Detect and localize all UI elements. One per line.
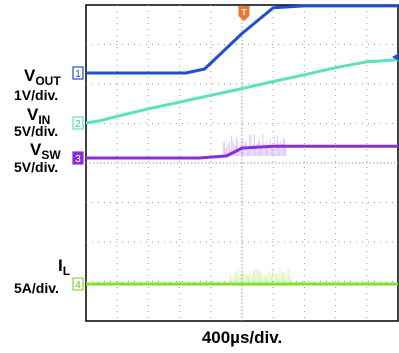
vout-scale: 1V/div. [14, 87, 58, 103]
grid [86, 5, 398, 321]
vin-scale: 5V/div. [14, 123, 58, 139]
trigger-marker: T [238, 6, 250, 21]
svg-text:3: 3 [75, 154, 81, 165]
vout-trace [86, 4, 398, 75]
vin-label: VIN [27, 105, 50, 127]
vsw-scale: 5V/div. [14, 159, 58, 175]
channel-marker-2: 2 [72, 116, 84, 130]
vsw-trace [86, 144, 398, 160]
switching-noise [222, 134, 293, 282]
il-scale: 5A/div. [14, 280, 59, 296]
svg-text:1: 1 [75, 69, 81, 80]
il-label: IL [58, 256, 70, 278]
channel-markers: 1 2 3 4 [72, 66, 84, 291]
channel-marker-1: 1 [72, 66, 84, 80]
traces [85, 4, 399, 286]
vin-trace [85, 58, 399, 125]
channel-marker-3: 3 [72, 151, 84, 165]
svg-text:2: 2 [75, 119, 81, 130]
channel-marker-4: 4 [72, 277, 84, 291]
arrow-left-icon [392, 53, 398, 61]
trigger-label: T [242, 8, 247, 17]
x-axis-label: 400µs/div. [202, 328, 282, 347]
vout-label: VOUT [24, 66, 61, 88]
vsw-label: VSW [30, 140, 61, 162]
svg-text:4: 4 [75, 280, 81, 291]
